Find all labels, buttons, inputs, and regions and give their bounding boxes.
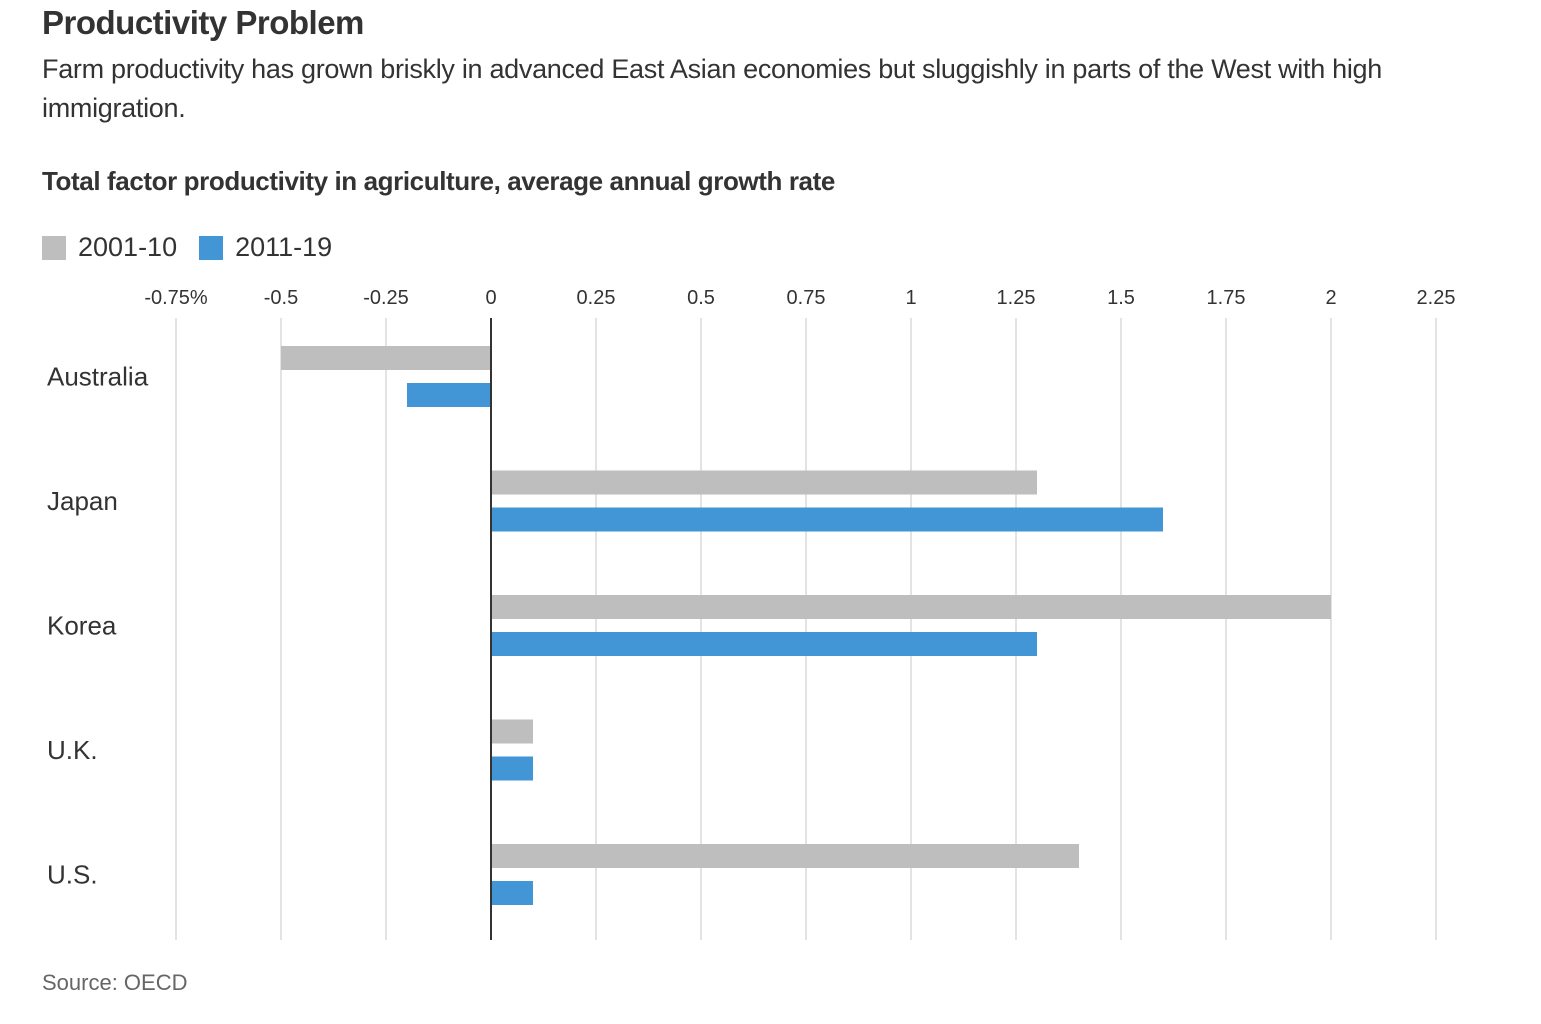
x-tick-label: 0.25 xyxy=(577,287,616,309)
bar xyxy=(491,507,1163,532)
x-tick-label: 0.75 xyxy=(787,287,826,309)
x-tick-label: 1 xyxy=(905,287,916,309)
category-label: Korea xyxy=(47,611,117,641)
legend-swatch-2001-10 xyxy=(42,235,66,260)
x-tick-label: -0.25 xyxy=(363,287,409,309)
bar xyxy=(491,719,533,744)
category-label: U.S. xyxy=(47,860,98,890)
chart-subtitle: Farm productivity has grown briskly in a… xyxy=(42,54,1382,123)
x-tick-label: 1.5 xyxy=(1107,287,1135,309)
bar xyxy=(491,632,1037,656)
x-tick-label: 2 xyxy=(1325,287,1336,309)
x-tick-label: 1.25 xyxy=(997,287,1036,309)
bar xyxy=(491,756,533,781)
legend-item-2011-19: 2011-19 xyxy=(199,232,332,263)
x-tick-label: 2.25 xyxy=(1417,287,1456,309)
legend: 2001-10 2011-19 xyxy=(42,232,354,263)
x-tick-label: 0 xyxy=(485,287,496,309)
legend-label-2011-19: 2011-19 xyxy=(235,232,333,262)
bar xyxy=(407,383,491,407)
x-tick-label: 0.5 xyxy=(687,287,715,309)
chart-title: Total factor productivity in agriculture… xyxy=(42,166,835,196)
source-note: Source: OECD xyxy=(42,970,188,995)
bar xyxy=(491,881,533,905)
bar xyxy=(281,346,491,370)
category-label: Australia xyxy=(47,362,149,392)
bar xyxy=(491,595,1331,619)
chart-headline: Productivity Problem xyxy=(42,4,364,41)
x-tick-label: -0.5 xyxy=(264,287,298,309)
bar xyxy=(491,470,1037,495)
legend-item-2001-10: 2001-10 xyxy=(42,232,177,263)
legend-label-2001-10: 2001-10 xyxy=(78,232,178,262)
bar xyxy=(491,844,1079,868)
x-tick-label: -0.75% xyxy=(144,287,208,309)
legend-swatch-2011-19 xyxy=(199,235,224,260)
category-label: Japan xyxy=(47,486,118,516)
x-tick-label: 1.75 xyxy=(1207,287,1246,309)
category-label: U.K. xyxy=(47,735,98,765)
